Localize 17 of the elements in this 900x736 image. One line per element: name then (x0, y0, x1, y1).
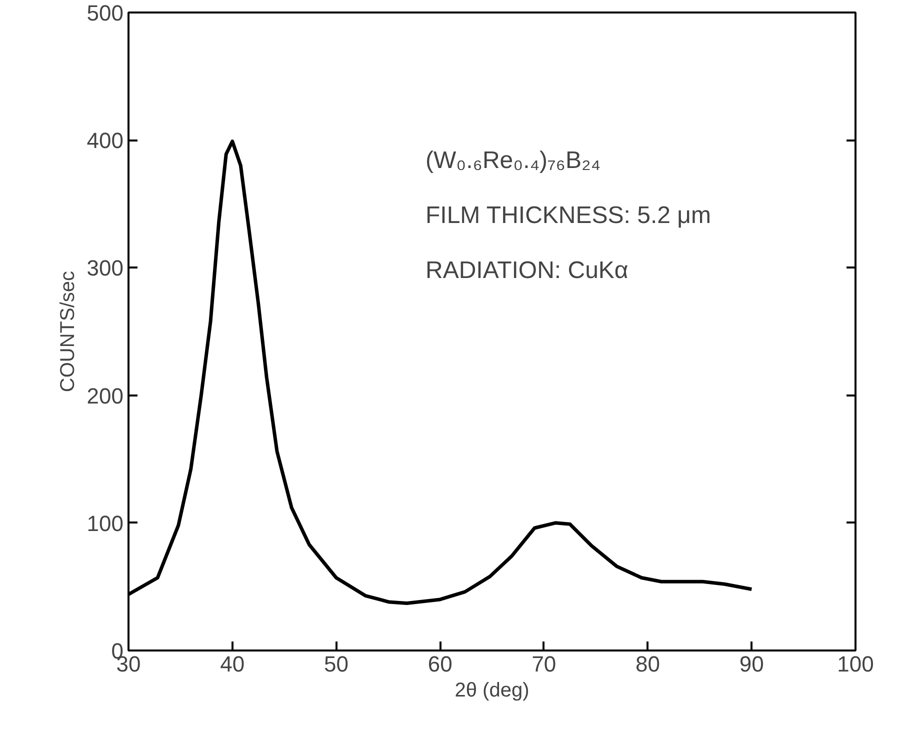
y-tick-label: 400 (86, 128, 124, 154)
y-tick-label: 100 (86, 510, 124, 536)
y-axis-title: COUNTS/sec (56, 270, 79, 392)
y-tick-label: 200 (86, 383, 124, 408)
x-tick-label: 70 (532, 652, 556, 676)
annotation: RADIATION: CuKα (426, 257, 628, 284)
annotation: FILM THICKNESS: 5.2 μm (426, 202, 711, 229)
x-axis-title: 2θ (deg) (454, 680, 530, 702)
y-tick-label: 500 (86, 0, 124, 26)
x-tick-label: 90 (739, 652, 764, 676)
x-tick-label: 50 (324, 652, 348, 676)
y-tick-label: 300 (86, 256, 124, 281)
x-tick-label: 40 (220, 652, 245, 676)
x-tick-label: 100 (837, 652, 874, 676)
x-tick-label: 60 (428, 652, 452, 676)
x-tick-label: 80 (636, 652, 660, 676)
annotation: (W₀.₆Re₀.₄)₇₆B₂₄ (426, 147, 601, 174)
